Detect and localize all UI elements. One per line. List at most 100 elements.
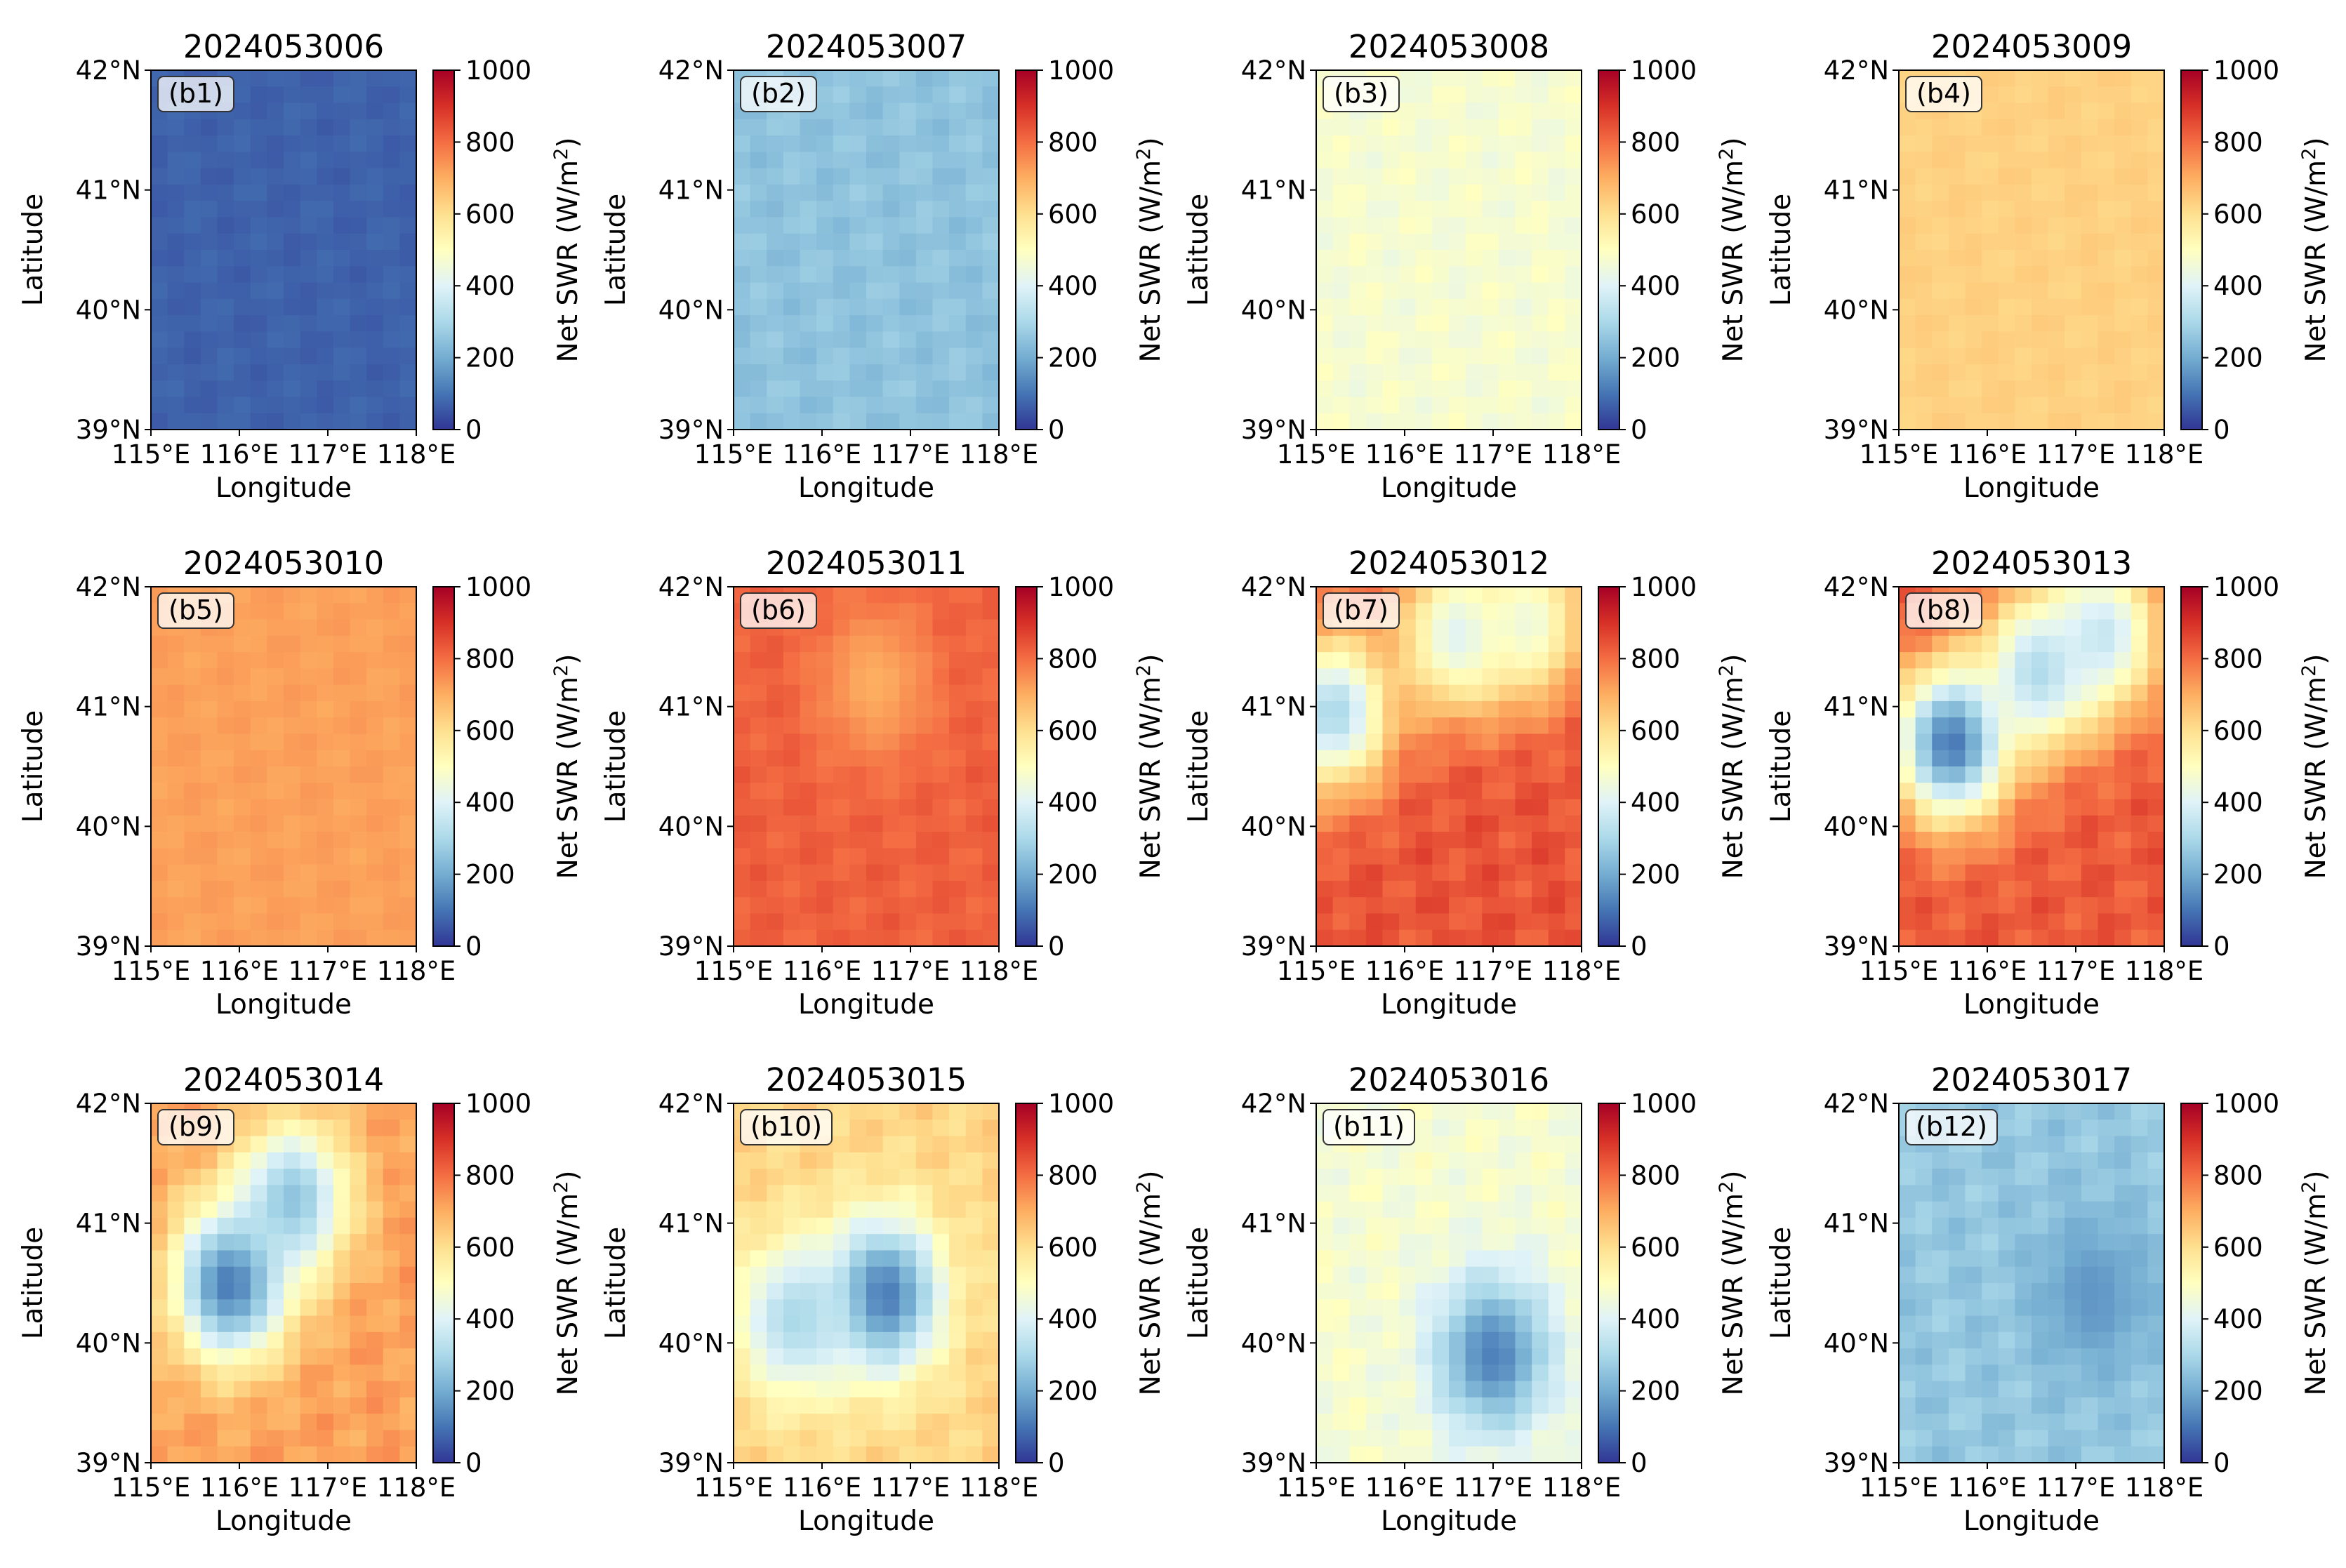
panel-label-box bbox=[1323, 76, 1400, 112]
heatmap-cell bbox=[800, 864, 817, 882]
heatmap-cell bbox=[982, 119, 1000, 136]
heatmap-cell bbox=[2048, 1250, 2065, 1268]
heatmap-cell bbox=[949, 832, 967, 849]
heatmap-cell bbox=[2147, 880, 2165, 898]
heatmap-cell bbox=[317, 347, 334, 365]
heatmap-cell bbox=[767, 217, 784, 234]
heatmap-cell bbox=[250, 1283, 267, 1300]
heatmap-cell bbox=[783, 733, 801, 751]
heatmap-cell bbox=[899, 1364, 917, 1382]
heatmap-cell bbox=[1915, 684, 1933, 702]
heatmap-cell bbox=[1449, 70, 1466, 87]
heatmap-cell bbox=[1465, 347, 1483, 365]
heatmap-cell bbox=[284, 783, 301, 800]
heatmap-cell bbox=[899, 1169, 917, 1185]
heatmap-cell bbox=[1382, 700, 1400, 718]
heatmap-cell bbox=[833, 783, 850, 800]
heatmap-cell bbox=[1998, 298, 2015, 316]
heatmap-cell bbox=[833, 1348, 850, 1365]
heatmap-cell bbox=[1932, 1201, 1949, 1218]
heatmap-cell bbox=[250, 135, 267, 152]
heatmap-cell bbox=[333, 897, 351, 915]
heatmap-cell bbox=[200, 929, 218, 947]
heatmap-cell bbox=[1565, 684, 1582, 702]
heatmap-cell bbox=[1415, 135, 1433, 152]
heatmap-cell bbox=[2048, 1381, 2065, 1398]
heatmap-cell bbox=[932, 1315, 950, 1333]
x-tick-label: 116°E bbox=[783, 956, 862, 986]
heatmap-cell bbox=[849, 380, 867, 398]
heatmap-cell bbox=[1565, 364, 1582, 381]
heatmap-cell bbox=[800, 315, 817, 332]
heatmap-cell bbox=[317, 315, 334, 332]
heatmap-cell bbox=[2114, 413, 2132, 430]
heatmap-cell bbox=[1349, 717, 1367, 735]
heatmap-cell bbox=[366, 783, 384, 800]
heatmap-cell bbox=[1349, 799, 1367, 816]
heatmap-cell bbox=[800, 848, 817, 865]
heatmap-cell bbox=[2098, 217, 2115, 234]
heatmap-cell bbox=[750, 1152, 767, 1169]
heatmap-cell bbox=[366, 750, 384, 767]
heatmap-cell bbox=[750, 266, 767, 284]
heatmap-cell bbox=[234, 70, 251, 87]
heatmap-cell bbox=[1998, 1119, 2015, 1137]
heatmap-cell bbox=[383, 1381, 400, 1398]
heatmap-cell bbox=[1432, 86, 1450, 104]
heatmap-cell bbox=[167, 700, 185, 718]
heatmap-cell bbox=[1399, 1152, 1417, 1169]
x-tick-label: 116°E bbox=[1948, 956, 2027, 986]
heatmap-cell bbox=[250, 897, 267, 915]
heatmap-cell bbox=[1998, 380, 2015, 398]
heatmap-cell bbox=[399, 1152, 417, 1169]
heatmap-cell bbox=[767, 684, 784, 702]
heatmap-cell bbox=[2048, 1397, 2065, 1414]
heatmap-cell bbox=[300, 1430, 317, 1447]
heatmap-cell bbox=[1365, 1283, 1384, 1300]
heatmap-cell bbox=[1515, 102, 1532, 120]
heatmap-cell bbox=[1982, 700, 1999, 718]
heatmap-cell bbox=[982, 217, 1000, 234]
heatmap-cell bbox=[2130, 1397, 2148, 1414]
heatmap-cell bbox=[2048, 897, 2065, 915]
heatmap-cell bbox=[1965, 298, 1982, 316]
heatmap-cell bbox=[2065, 86, 2082, 104]
heatmap-cell bbox=[1498, 1414, 1516, 1431]
heatmap-cell bbox=[783, 1234, 801, 1251]
heatmap-cell bbox=[833, 298, 850, 316]
heatmap-cell bbox=[2114, 815, 2132, 832]
heatmap-cell bbox=[1316, 1250, 1334, 1268]
heatmap-cell bbox=[2065, 380, 2082, 398]
heatmap-cell bbox=[1399, 364, 1417, 381]
heatmap-cell bbox=[2015, 1152, 2032, 1169]
heatmap-cell bbox=[1449, 1381, 1466, 1398]
heatmap-cell bbox=[833, 266, 850, 284]
heatmap-cell bbox=[399, 880, 417, 898]
panel-label: (b7) bbox=[1323, 592, 1400, 629]
heatmap-cell bbox=[833, 897, 850, 915]
heatmap-cell bbox=[734, 635, 751, 653]
heatmap-cell bbox=[1548, 783, 1565, 800]
heatmap-cell bbox=[350, 1103, 367, 1120]
heatmap-cell bbox=[151, 766, 168, 783]
heatmap-cell bbox=[915, 250, 934, 267]
heatmap-cell bbox=[767, 380, 784, 398]
heatmap-cell bbox=[1982, 832, 1999, 849]
heatmap-cell bbox=[833, 848, 850, 865]
panel-5: 2024053010(b5)115°E 116°E 117°E 118°E42°N41… bbox=[18, 545, 584, 1021]
heatmap-cell bbox=[2081, 1331, 2099, 1349]
heatmap-cell bbox=[816, 587, 834, 604]
heatmap-cell bbox=[383, 250, 400, 267]
heatmap-cell bbox=[899, 929, 917, 947]
heatmap-cell bbox=[383, 783, 400, 800]
heatmap-cell bbox=[366, 1315, 384, 1333]
heatmap-cell bbox=[217, 897, 234, 915]
heatmap-cell bbox=[234, 1250, 251, 1268]
heatmap-cell bbox=[167, 201, 185, 218]
heatmap-cell bbox=[1415, 929, 1433, 947]
heatmap-cell bbox=[833, 347, 850, 365]
heatmap-cell bbox=[849, 86, 867, 104]
heatmap-cell bbox=[234, 668, 251, 686]
heatmap-cell bbox=[399, 668, 417, 686]
heatmap-cell bbox=[1449, 364, 1466, 381]
